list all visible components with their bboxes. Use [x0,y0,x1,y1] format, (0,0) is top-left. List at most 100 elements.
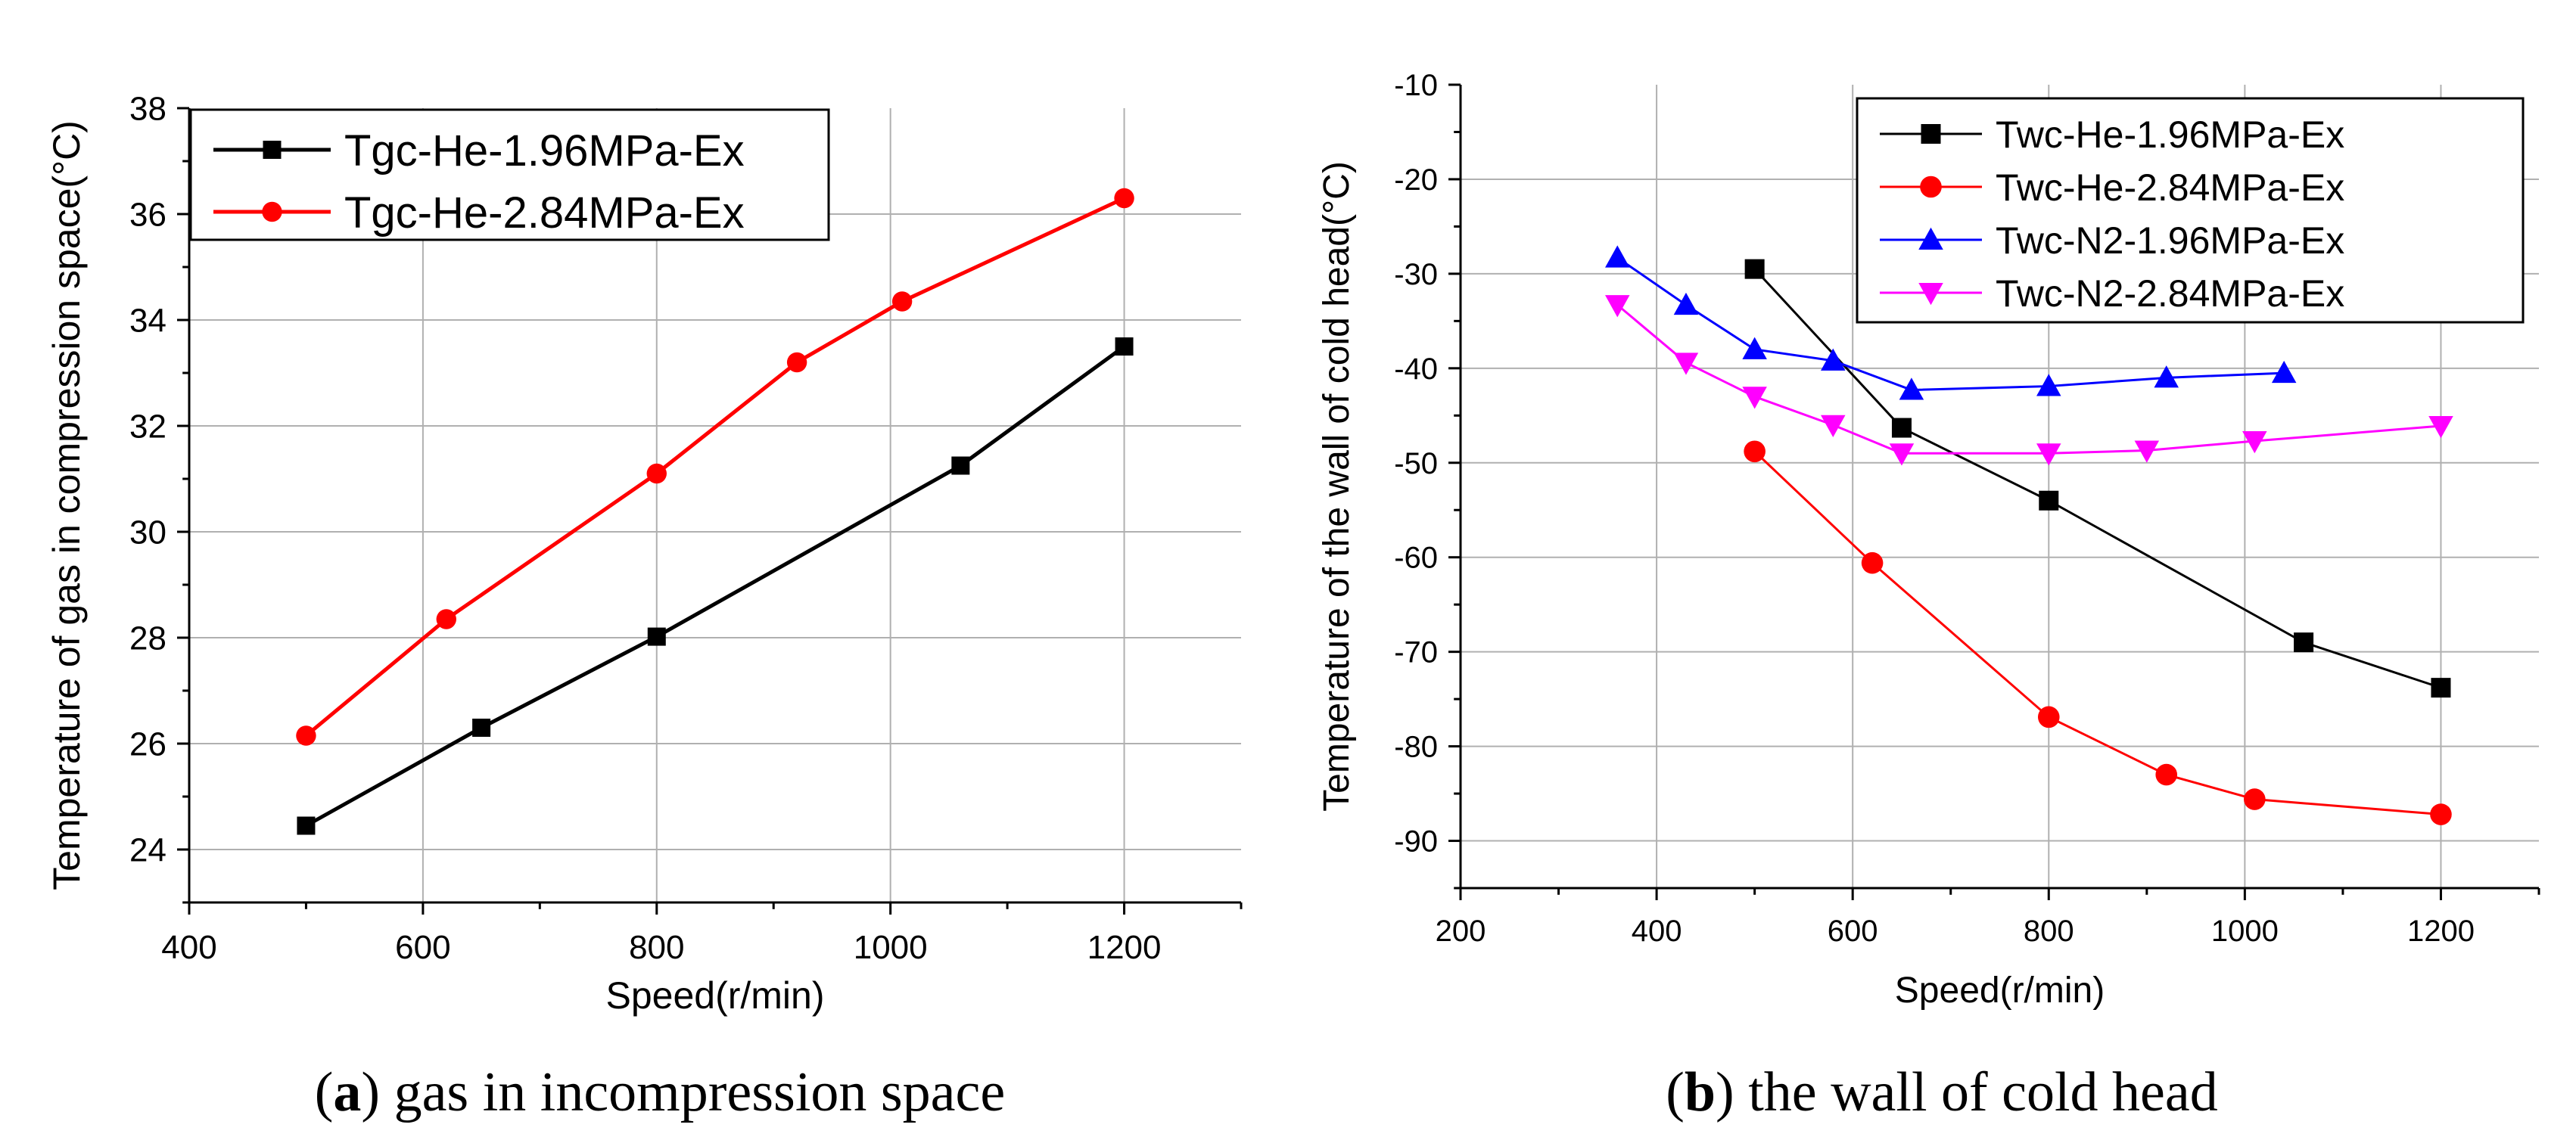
caption-text: gas in incompression space [380,1061,1005,1123]
data-point [2154,365,2179,388]
data-point [1744,440,1766,463]
series-line [1753,268,2441,689]
x-tick-label: 800 [2024,915,2074,948]
data-point [2039,490,2059,511]
y-tick-label: -40 [1394,353,1438,386]
data-point [2430,803,2452,825]
caption-paren: ( [315,1061,334,1123]
data-point [2242,431,2267,454]
legend-marker [1918,227,1943,250]
data-point [2294,632,2314,653]
x-tick-label: 400 [1632,915,1682,948]
data-point [647,627,666,646]
data-point [1742,387,1767,409]
data-point [786,352,807,373]
caption-label: b [1685,1061,1716,1123]
data-point [1891,418,1912,438]
y-tick-label: 34 [129,302,166,339]
data-point [2428,416,2453,439]
data-point [891,291,913,312]
data-point [2037,706,2060,728]
legend-label: Twc-N2-1.96MPa-Ex [1996,219,2344,262]
data-point [1673,292,1699,315]
y-tick-label: 36 [129,196,166,233]
x-axis-label: Speed(r/min) [1895,971,2105,1011]
y-tick-label: 28 [129,620,166,657]
caption-paren: ) [1716,1061,1734,1123]
data-point [2431,678,2451,698]
x-tick-label: 200 [1436,915,1486,948]
data-point [1114,188,1134,209]
data-point [1861,551,1884,574]
panel-b-chart: 200 400 600 800 1000 1200 -10 -20 -30 -40 -50 -60 -7… [1317,69,2540,1011]
y-tick-label: 26 [129,725,166,763]
y-tick-label: -30 [1394,258,1438,291]
data-point [1889,443,1915,466]
caption-paren: ( [1666,1061,1685,1123]
caption-label: a [333,1061,361,1123]
panel-b-caption: (b) the wall of cold head [1666,1061,2218,1123]
data-point [1115,337,1134,356]
panel-a-chart: 400 600 800 1000 1200 24 26 28 30 32 34 36 38 Speed(r… [45,90,1243,1017]
y-tick-label: -60 [1394,542,1438,575]
legend-box [1856,97,2525,324]
data-point [2036,443,2061,466]
data-point [296,725,316,746]
legend-label: Twc-N2-2.84MPa-Ex [1996,272,2344,315]
data-point [1821,348,1846,371]
legend-marker [1920,176,1942,198]
legend-marker [1918,283,1943,306]
data-point [472,719,491,737]
x-tick-label: 400 [161,929,216,966]
data-point [1744,259,1765,279]
y-tick-label: -90 [1394,825,1438,859]
data-point [1605,295,1630,318]
x-axis-label: Speed(r/min) [606,974,825,1017]
series-line [1616,256,2285,392]
data-point [1673,353,1699,375]
series-line [1753,450,2441,816]
y-axis-label: Temperature of gas in compression space(… [45,120,88,890]
caption-paren: ) [361,1061,380,1123]
legend-label: Tgc-He-2.84MPa-Ex [344,188,745,238]
series-line [1616,303,2441,455]
y-tick-label: -20 [1394,163,1438,197]
legend-label: Tgc-He-1.96MPa-Ex [344,126,745,176]
legend-box [189,108,830,241]
y-tick-label: -10 [1394,69,1438,102]
y-tick-label: -80 [1394,731,1438,764]
x-tick-label: 1200 [2407,915,2475,948]
data-point [1899,377,1924,400]
data-point [2134,440,2160,463]
caption-text: the wall of cold head [1734,1061,2218,1123]
y-tick-label: -50 [1394,447,1438,480]
y-axis-label: Temperature of the wall of cold head(°C) [1317,161,1357,812]
legend-marker [1921,124,1941,144]
y-tick-label: 38 [129,90,166,127]
x-tick-label: 800 [629,929,684,966]
y-tick-label: 32 [129,408,166,445]
legend-label: Twc-He-1.96MPa-Ex [1996,113,2344,156]
data-point [646,463,667,484]
x-tick-label: 1200 [1087,929,1162,966]
series-line [305,344,1126,828]
panel-a-caption: (a) gas in incompression space [315,1061,1005,1123]
x-tick-label: 1000 [854,929,928,966]
legend-label: Twc-He-2.84MPa-Ex [1996,166,2344,209]
y-tick-label: 30 [129,514,166,551]
x-tick-label: 1000 [2211,915,2279,948]
series-line [304,196,1125,738]
data-point [1605,245,1630,268]
data-point [2271,360,2297,384]
x-tick-label: 600 [1828,915,1878,948]
data-point [951,456,970,475]
data-point [2244,788,2266,810]
y-tick-label: -70 [1394,636,1438,669]
legend-marker [263,141,282,159]
y-tick-label: 24 [129,831,166,868]
data-point [1742,337,1767,359]
data-point [297,816,316,835]
data-point [2155,763,2178,786]
data-point [1821,415,1846,438]
